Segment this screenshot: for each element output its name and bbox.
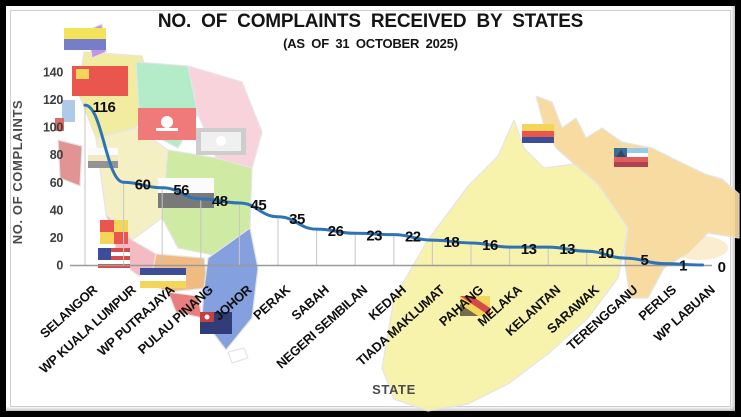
state-singapore	[227, 347, 249, 364]
data-label: 26	[328, 223, 344, 240]
y-tick-label: 100	[43, 121, 63, 135]
data-label: 45	[251, 197, 267, 214]
flag-sarawak-icon	[460, 296, 490, 316]
data-label: 13	[559, 241, 575, 258]
flag-perak-icon	[88, 148, 118, 168]
state-penang	[57, 139, 83, 187]
data-label: 56	[173, 182, 189, 199]
x-axis-title: STATE	[372, 382, 416, 397]
island-patch	[62, 100, 75, 122]
flag-putrajaya-icon	[140, 268, 186, 288]
flag-johor-icon	[200, 312, 232, 334]
flag-terengganu-icon	[196, 128, 246, 155]
x-tick-label-state: JOHOR	[211, 281, 255, 323]
flag-kedah-icon	[72, 66, 128, 96]
data-label: 0	[718, 259, 726, 276]
y-tick-label: 40	[50, 203, 64, 217]
flag-perlis-icon	[64, 28, 106, 50]
data-label: 13	[521, 241, 537, 258]
y-axis-title: NO. OF COMPLAINTS	[10, 100, 25, 245]
chart-title: NO. OF COMPLAINTS RECEIVED BY STATES	[157, 11, 584, 32]
data-label: 18	[444, 234, 460, 251]
data-label: 10	[598, 245, 614, 262]
data-label: 1	[679, 258, 687, 275]
y-tick-label: 140	[43, 66, 63, 80]
y-tick-label: 0	[56, 259, 63, 273]
data-label: 60	[135, 176, 151, 193]
y-tick-label: 80	[50, 148, 64, 162]
chart-subtitle: (AS OF 31 OCTOBER 2025)	[283, 36, 458, 51]
data-label: 16	[482, 237, 498, 254]
data-label: 23	[366, 227, 382, 244]
data-label: 35	[289, 211, 305, 228]
data-label: 22	[405, 229, 421, 246]
flag-kelantan-icon	[138, 108, 196, 140]
sabah-inner-tint	[672, 236, 728, 260]
x-tick-label-state: PERAK	[250, 281, 293, 322]
flag-selangor-icon	[100, 220, 128, 244]
state-sabah	[535, 95, 740, 299]
y-tick-label: 120	[43, 93, 63, 107]
langkawi-island	[99, 104, 125, 120]
data-label: 48	[212, 193, 228, 210]
flag-labuan-icon	[522, 124, 554, 143]
y-tick-label: 60	[50, 176, 64, 190]
x-tick-label-state: TERENGGANU	[564, 282, 641, 353]
y-tick-label: 20	[50, 231, 64, 245]
data-label: 5	[640, 252, 648, 269]
data-label: 116	[93, 99, 116, 116]
complaints-line-series	[83, 103, 705, 267]
island-patch	[55, 118, 64, 131]
flag-sabah-icon	[614, 148, 648, 167]
